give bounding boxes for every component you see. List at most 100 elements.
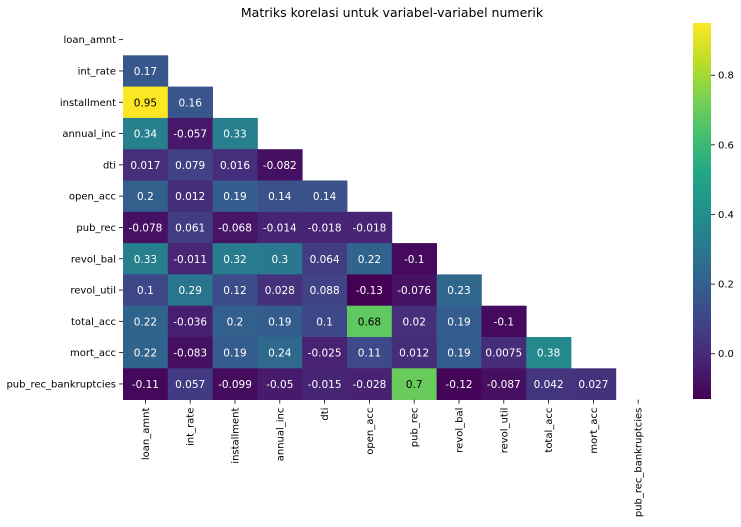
- heatmap-cell: [123, 274, 169, 307]
- heatmap-cell: [123, 368, 169, 400]
- cell-value-label: 0.088: [310, 285, 340, 297]
- heatmap-cell: [257, 337, 303, 369]
- cell-value-label: 0.1: [137, 285, 154, 297]
- x-tick-label: loan_amnt: [141, 408, 152, 461]
- cell-value-label: 0.057: [175, 379, 205, 391]
- y-tick-label: open_acc: [69, 192, 116, 203]
- cell-value-label: -0.05: [266, 379, 293, 391]
- colorbar-tick-label: 0.2: [718, 280, 734, 291]
- x-tick-label: pub_rec: [410, 408, 421, 448]
- cell-value-label: 0.24: [268, 348, 292, 360]
- cell-value-label: 0.7: [406, 379, 423, 391]
- heatmap-cell: [302, 243, 348, 275]
- heatmap-cell: [347, 305, 393, 338]
- cell-value-label: 0.061: [175, 222, 205, 234]
- cell-value-label: -0.083: [173, 348, 207, 360]
- cell-value-label: -0.099: [218, 379, 252, 391]
- cell-value-label: 0.19: [447, 348, 470, 360]
- heatmap-cell: [167, 180, 213, 213]
- cell-value-label: -0.087: [487, 379, 521, 391]
- heatmap-cell: [257, 305, 303, 338]
- cell-value-label: -0.078: [128, 222, 162, 234]
- heatmap-cell: [526, 368, 572, 400]
- y-tick-label: pub_rec_bankruptcies: [6, 379, 116, 390]
- heatmap-cell: [257, 180, 303, 213]
- cell-value-label: 0.017: [130, 160, 160, 172]
- cell-value-label: 0.22: [134, 316, 157, 328]
- heatmap-cell: [212, 149, 258, 181]
- heatmap-cell: [257, 211, 303, 244]
- heatmap-cell: [212, 243, 258, 275]
- cell-value-label: 0.012: [175, 191, 205, 203]
- x-tick-label: annual_inc: [275, 408, 286, 462]
- heatmap-cell: [257, 274, 303, 307]
- cell-value-label: -0.018: [308, 222, 342, 234]
- heatmap-cell: [167, 86, 213, 119]
- heatmap-cell: [391, 243, 437, 275]
- y-tick-labels: loan_amnt int_rate installment annual_incdt…: [6, 35, 123, 390]
- cell-value-label: 0.19: [447, 316, 470, 328]
- heatmap-cells: 0.17 0.95 0.16 0.34 -0.057 0.33 0.017 0.079 0.01…: [123, 55, 617, 400]
- cell-value-label: -0.082: [263, 160, 297, 172]
- cell-value-label: -0.13: [356, 285, 383, 297]
- colorbar-tick-label: 0.0: [718, 349, 734, 360]
- cell-value-label: 0.064: [310, 254, 340, 266]
- heatmap-cell: [302, 180, 348, 213]
- x-tick-label: installment: [231, 408, 242, 464]
- cell-value-label: 0.33: [134, 254, 157, 266]
- heatmap-cell: [436, 368, 482, 400]
- heatmap-cell: [123, 180, 169, 213]
- cell-value-label: 0.29: [179, 285, 202, 297]
- colorbar: 0.0 0.2 0.4 0.6 0.8: [693, 23, 734, 399]
- cell-value-label: -0.11: [132, 379, 159, 391]
- cell-value-label: -0.018: [352, 222, 386, 234]
- cell-value-label: 0.19: [223, 348, 246, 360]
- heatmap-cell: [123, 117, 169, 150]
- cell-value-label: 0.23: [447, 285, 470, 297]
- cell-value-label: 0.17: [134, 66, 157, 78]
- cell-value-label: -0.12: [445, 379, 472, 391]
- heatmap-cell: [481, 337, 527, 369]
- colorbar-tick-label: 0.6: [718, 140, 734, 151]
- heatmap-cell: [391, 337, 437, 369]
- cell-value-label: 0.079: [175, 160, 205, 172]
- cell-value-label: -0.068: [218, 222, 252, 234]
- heatmap-cell: [302, 211, 348, 244]
- colorbar-tick-label: 0.8: [718, 71, 734, 82]
- heatmap-cell: [123, 305, 169, 338]
- heatmap-cell: [167, 149, 213, 181]
- heatmap-cell: [302, 305, 348, 338]
- heatmap-cell: [347, 368, 393, 400]
- chart-title: Matriks korelasi untuk variabel-variabel…: [241, 5, 544, 20]
- heatmap-cell: [302, 274, 348, 307]
- x-tick-label: int_rate: [186, 408, 197, 446]
- heatmap-cell: [123, 149, 169, 181]
- cell-value-label: 0.14: [268, 191, 292, 203]
- y-tick-label: mort_acc: [70, 348, 116, 359]
- heatmap-cell: [302, 337, 348, 369]
- cell-value-label: -0.011: [173, 254, 207, 266]
- heatmap-cell: [391, 368, 437, 400]
- heatmap-cell: [436, 305, 482, 338]
- cell-value-label: 0.028: [265, 285, 295, 297]
- cell-value-label: 0.32: [223, 254, 246, 266]
- cell-value-label: 0.22: [358, 254, 381, 266]
- heatmap-cell: [167, 117, 213, 150]
- x-tick-label: open_acc: [365, 408, 376, 455]
- heatmap-cell: [571, 368, 617, 400]
- y-tick-label: pub_rec: [76, 223, 116, 234]
- cell-value-label: 0.1: [316, 316, 333, 328]
- x-tick-label: pub_rec_bankruptcies: [634, 408, 645, 518]
- cell-value-label: -0.1: [404, 254, 425, 266]
- heatmap-cell: [212, 180, 258, 213]
- cell-value-label: 0.3: [271, 254, 288, 266]
- heatmap-cell: [123, 243, 169, 275]
- x-tick-label: dti: [320, 408, 331, 421]
- cell-value-label: 0.0075: [485, 348, 522, 360]
- cell-value-label: 0.2: [137, 191, 154, 203]
- heatmap-cell: [212, 305, 258, 338]
- heatmap-cell: [123, 55, 169, 87]
- cell-value-label: -0.015: [308, 379, 342, 391]
- cell-value-label: 0.12: [223, 285, 246, 297]
